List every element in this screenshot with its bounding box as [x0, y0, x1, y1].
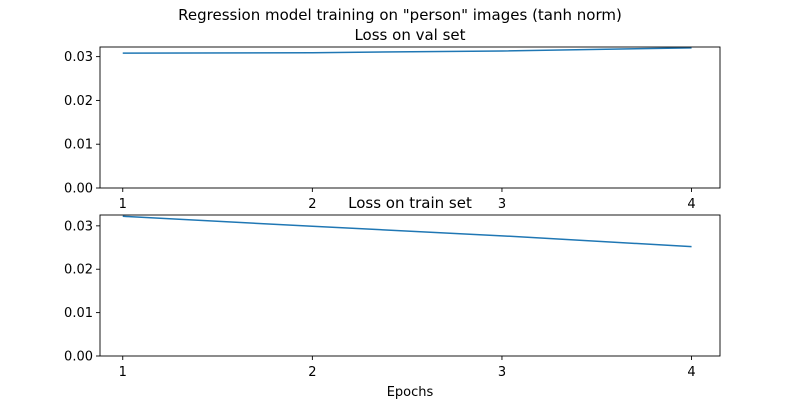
x-tick-label: 1	[119, 197, 127, 212]
panel-train-frame	[99, 214, 721, 357]
train-loss-line	[122, 215, 692, 248]
y-tick-label: 0.00	[64, 182, 93, 197]
y-tick-label: 0.01	[64, 306, 93, 321]
panel-val-title: Loss on val set	[354, 26, 465, 44]
y-tick-label: 0.01	[64, 138, 93, 153]
y-tick-label: 0.02	[64, 263, 93, 278]
panel-val-frame	[99, 46, 721, 189]
y-tick-label: 0.03	[64, 50, 93, 65]
x-tick-label: 3	[498, 197, 506, 212]
x-tick-label: 3	[498, 365, 506, 380]
chart-suptitle: Regression model training on "person" im…	[178, 6, 622, 24]
y-tick-label: 0.00	[64, 350, 93, 365]
x-tick-label: 1	[119, 365, 127, 380]
x-tick-label: 2	[308, 197, 316, 212]
x-tick-label: 4	[687, 365, 695, 380]
y-tick-label: 0.03	[64, 219, 93, 234]
y-tick-label: 0.02	[64, 94, 93, 109]
panel-val: Loss on val set 0.00 0.01 0.02 0.03 1 2 3 4	[64, 26, 721, 212]
val-loss-line	[122, 47, 692, 54]
x-axis-label: Epochs	[387, 385, 434, 400]
x-tick-label: 2	[308, 365, 316, 380]
panel-train-title: Loss on train set	[348, 194, 472, 212]
x-tick-label: 4	[687, 197, 695, 212]
panel-train: Loss on train set 0.00 0.01 0.02 0.03 1 2 3 4	[64, 194, 721, 380]
